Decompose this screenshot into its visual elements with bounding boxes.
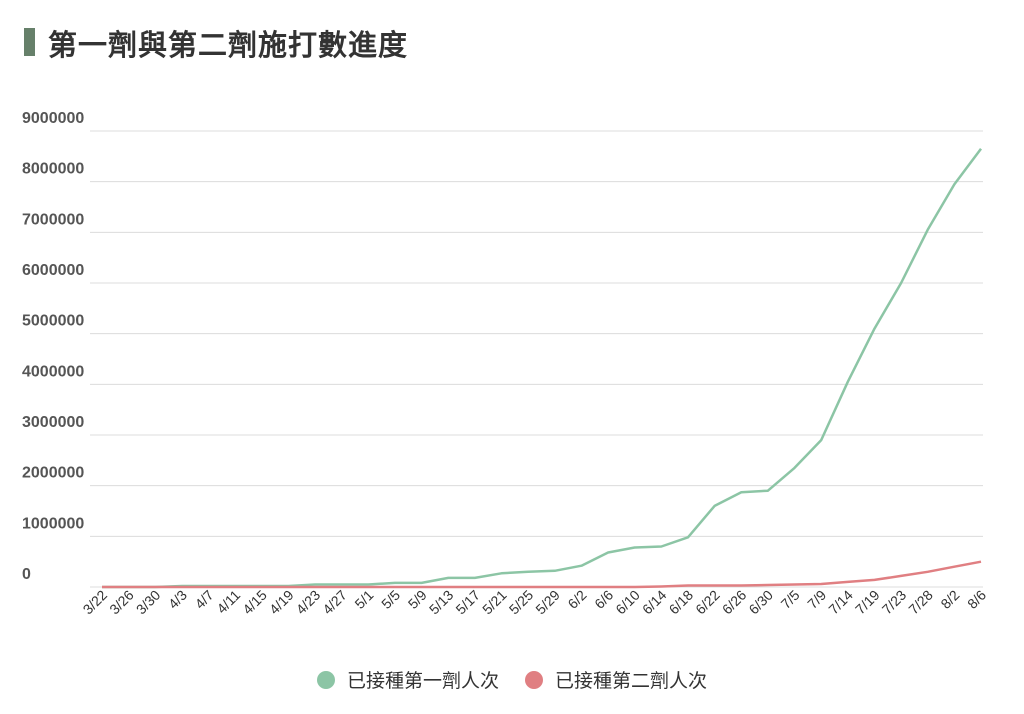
chart-title: 第一劑與第二劑施打數進度 — [48, 28, 409, 62]
x-tick-label: 5/1 — [351, 587, 376, 612]
x-tick-label: 4/23 — [293, 587, 324, 618]
x-tick-label: 7/5 — [778, 587, 803, 612]
y-tick-label: 3000000 — [22, 414, 84, 431]
x-tick-label: 4/7 — [192, 587, 217, 612]
x-tick-label: 5/21 — [479, 587, 510, 618]
legend: 已接種第一劑人次 已接種第二劑人次 — [0, 666, 1024, 694]
legend-label-second-dose: 已接種第二劑人次 — [555, 670, 708, 692]
x-tick-label: 4/3 — [165, 587, 190, 612]
x-tick-label: 4/11 — [213, 587, 243, 617]
x-tick-label: 4/27 — [319, 587, 350, 618]
x-tick-label: 7/28 — [905, 587, 936, 618]
x-tick-label: 3/26 — [106, 587, 137, 618]
x-tick-label: 4/15 — [239, 587, 270, 618]
y-tick-label: 5000000 — [22, 313, 84, 330]
x-tick-label: 6/14 — [639, 587, 670, 618]
x-tick-label: 8/2 — [937, 587, 962, 612]
x-tick-label: 7/9 — [804, 587, 829, 612]
y-tick-label: 0 — [22, 566, 31, 583]
series-line-first-dose — [102, 147, 983, 589]
y-tick-label: 2000000 — [22, 465, 84, 482]
y-tick-label: 8000000 — [22, 161, 84, 178]
series-line-second-dose — [102, 560, 982, 589]
x-tick-label: 5/9 — [405, 587, 430, 612]
legend-dot-second-dose — [525, 670, 544, 689]
gridlines — [90, 130, 983, 588]
legend-dot-first-dose — [316, 670, 335, 689]
y-tick-label: 1000000 — [22, 515, 84, 532]
x-tick-label: 5/29 — [532, 587, 563, 618]
x-tick-label: 5/5 — [378, 587, 403, 612]
x-tick-label: 6/30 — [745, 587, 776, 618]
x-tick-label: 6/6 — [591, 587, 616, 612]
series-lines — [102, 147, 983, 589]
x-tick-label: 6/2 — [564, 587, 589, 612]
x-tick-label: 5/17 — [452, 587, 483, 618]
x-tick-label: 3/30 — [133, 587, 164, 618]
x-tick-label: 4/19 — [266, 587, 297, 618]
x-tick-label: 6/10 — [612, 587, 643, 618]
x-tick-label: 6/26 — [719, 587, 750, 618]
x-tick-label: 8/6 — [964, 587, 989, 612]
y-axis-ticks: 0 1000000 2000000 3000000 4000000 5000000 6000… — [22, 110, 84, 583]
x-tick-label: 3/22 — [80, 587, 111, 618]
x-axis-ticks: 3/223/263/30 4/3 4/74/114/154/194/234/27 5/… — [80, 587, 990, 618]
x-tick-label: 5/13 — [426, 587, 457, 618]
legend-item-second-dose[interactable]: 已接種第二劑人次 — [525, 666, 707, 693]
legend-label-first-dose: 已接種第一劑人次 — [346, 670, 499, 692]
legend-item-first-dose[interactable]: 已接種第一劑人次 — [316, 666, 499, 693]
y-tick-label: 6000000 — [22, 262, 84, 279]
y-tick-label: 4000000 — [22, 363, 84, 380]
title-accent-bar — [24, 28, 35, 56]
x-tick-label: 6/18 — [666, 587, 697, 618]
y-tick-label: 7000000 — [22, 211, 84, 228]
y-tick-label: 9000000 — [22, 110, 84, 127]
x-tick-label: 5/25 — [506, 587, 537, 618]
x-tick-label: 7/19 — [852, 587, 883, 618]
x-tick-label: 7/14 — [825, 587, 856, 618]
x-tick-label: 6/22 — [692, 587, 723, 618]
x-tick-label: 7/23 — [879, 587, 910, 618]
line-chart: 0 1000000 2000000 3000000 4000000 5000000 6000… — [22, 110, 990, 618]
